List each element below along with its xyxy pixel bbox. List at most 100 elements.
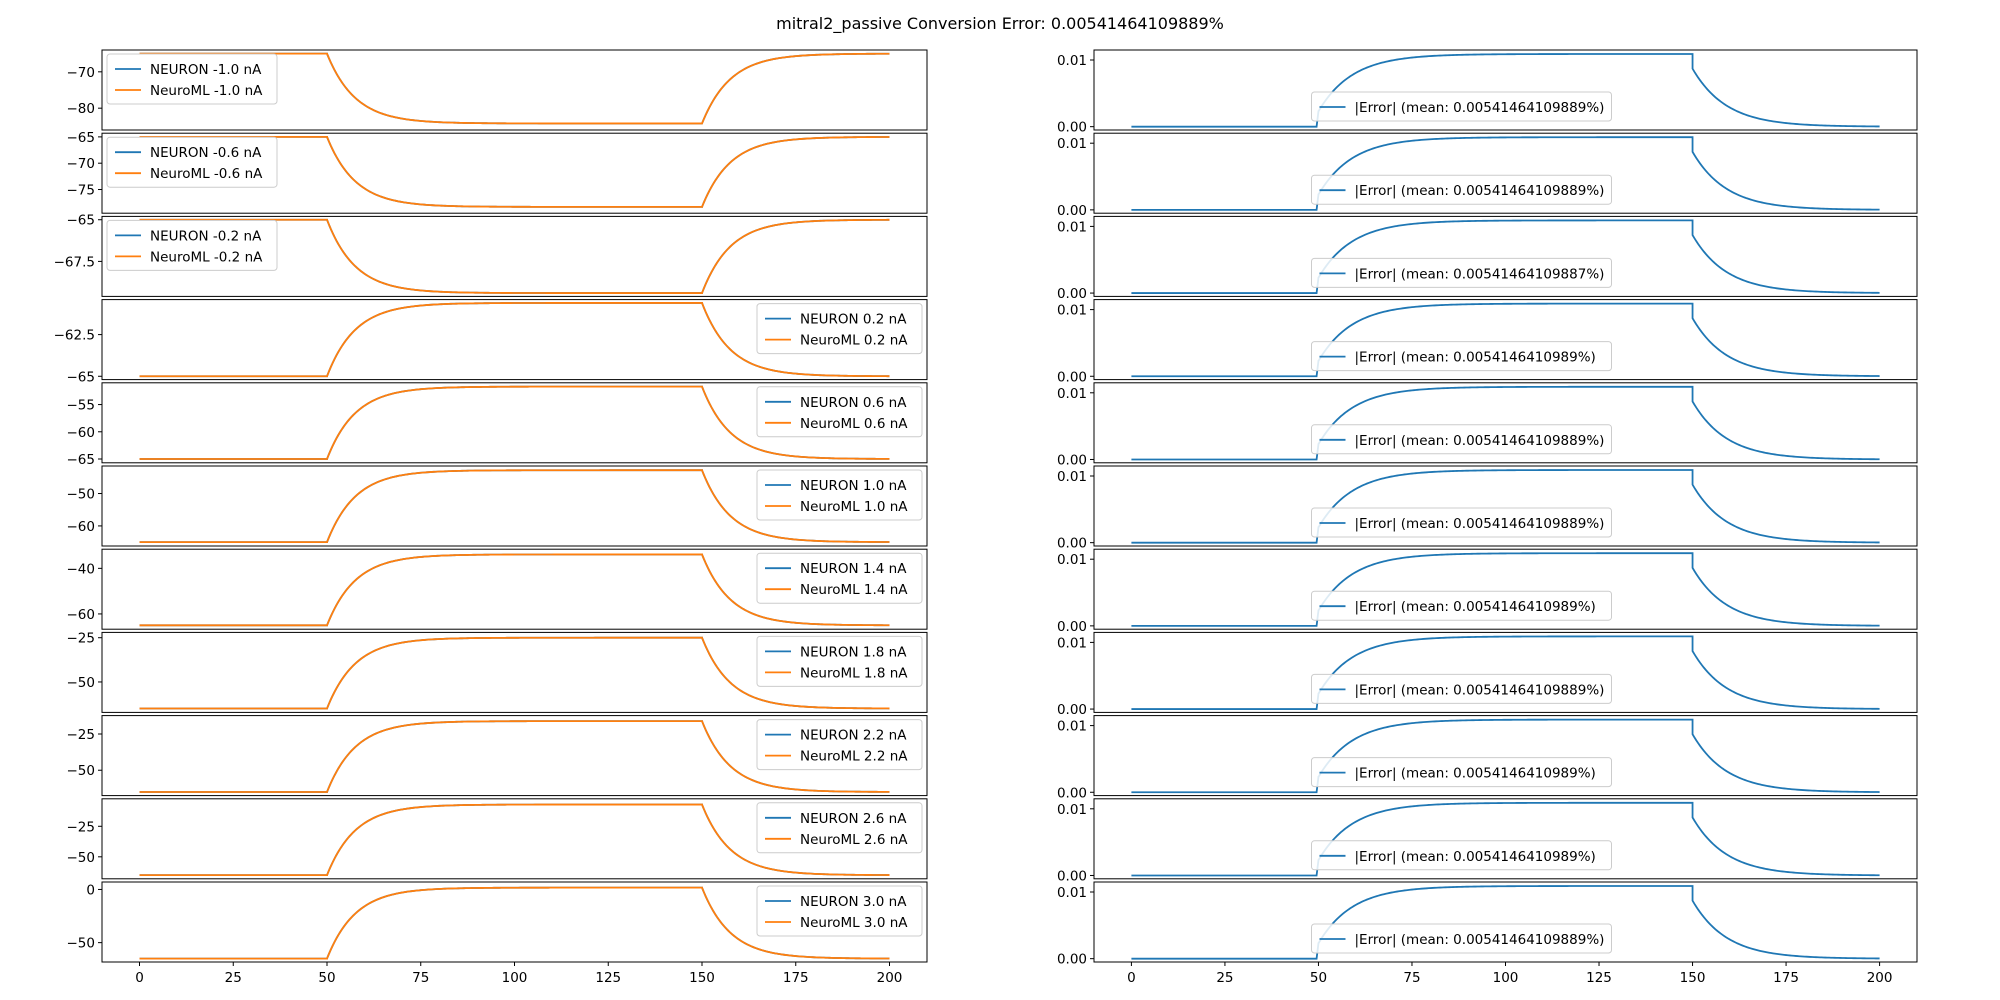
error-trace [1131, 635, 1880, 710]
voltage-panel-ytick-label: −55 [67, 398, 96, 414]
voltage-panel-frame [101, 548, 928, 630]
error-panel-3: 0.00 0.01 |Error| (mean: 0.00541464109887%… [1057, 215, 1918, 302]
voltage-panel-xtick-label: 0 [135, 970, 144, 986]
error-panel-ytick-label: 0.01 [1057, 303, 1087, 319]
voltage-panel-ytick-label: 0 [86, 882, 95, 898]
error-panel-xtick-label: 150 [1680, 970, 1706, 986]
error-panel-legend-box [1311, 673, 1612, 704]
error-panel-legend-box [1311, 923, 1612, 954]
voltage-panel-ytick-label: −75 [67, 183, 96, 199]
error-panel-ytick-label: 0.00 [1057, 619, 1087, 635]
error-panel-ytick-label: 0.01 [1057, 219, 1087, 235]
neuroml-trace [139, 385, 890, 460]
voltage-panel-ytick-label: −67.5 [54, 254, 95, 270]
voltage-panel-legend-label: NeuroML 2.6 nA [800, 832, 908, 848]
error-panel-frame [1093, 132, 1918, 214]
voltage-panel-ytick-label: −25 [67, 727, 96, 743]
voltage-panel-ytick-label: −40 [67, 561, 96, 577]
voltage-panel-legend-label: NeuroML 1.8 nA [800, 665, 908, 681]
voltage-panel-ytick-label: −60 [67, 425, 96, 441]
error-panel-frame [1093, 715, 1918, 797]
voltage-panel-frame [101, 132, 928, 214]
voltage-panel-xtick-label: 175 [783, 970, 809, 986]
voltage-panel-xtick-label: 150 [689, 970, 715, 986]
error-panel-frame [1093, 49, 1918, 131]
error-panel-xtick-label: 200 [1867, 970, 1893, 986]
voltage-panel-legend-label: NEURON -0.2 nA [150, 228, 262, 244]
voltage-panel-legend-label: NEURON 1.4 nA [800, 561, 907, 577]
error-panel-legend-label: |Error| (mean: 0.00541464109887%) [1355, 266, 1605, 282]
voltage-panel-legend-label: NEURON 2.6 nA [800, 811, 907, 827]
voltage-panel-ytick-label: −65 [67, 213, 96, 229]
voltage-panel-frame [101, 715, 928, 797]
voltage-panel-ytick-label: −65 [67, 130, 96, 146]
neuroml-trace [139, 803, 890, 877]
voltage-panel-legend-box [106, 53, 278, 105]
voltage-panel-legend-label: NEURON 2.2 nA [800, 728, 907, 744]
voltage-panel-legend-box [756, 802, 923, 854]
voltage-panel-frame [101, 631, 928, 713]
error-panel-legend-label: |Error| (mean: 0.00541464109889%) [1355, 516, 1605, 532]
error-panel-ytick-label: 0.01 [1057, 469, 1087, 485]
error-panel-legend-box [1311, 424, 1612, 455]
error-panel-frame [1093, 299, 1918, 381]
voltage-panel-legend-label: NeuroML 1.0 nA [800, 499, 908, 515]
error-panel-ytick-label: 0.00 [1057, 536, 1087, 552]
voltage-panel-legend-label: NEURON 0.2 nA [800, 312, 907, 328]
voltage-panel-frame [101, 798, 928, 880]
neuroml-trace [139, 302, 890, 378]
error-panel-9: 0.00 0.01 |Error| (mean: 0.0054146410989%) [1057, 715, 1918, 801]
error-panel-legend-label: |Error| (mean: 0.0054146410989%) [1355, 599, 1596, 615]
error-panel-legend-box [1311, 590, 1612, 621]
error-panel-legend-label: |Error| (mean: 0.0054146410989%) [1355, 766, 1596, 782]
error-panel-ytick-label: 0.00 [1057, 952, 1087, 968]
voltage-panel-xtick-label: 75 [412, 970, 429, 986]
error-panel-ytick-label: 0.00 [1057, 203, 1087, 219]
error-panel-ytick-label: 0.00 [1057, 286, 1087, 302]
voltage-panel-3: −65 −67.5 NEURON -0.2 nA NeuroML -0.2 nA [54, 213, 928, 297]
voltage-panel-ytick-label: −65 [67, 369, 96, 385]
error-panel-legend-label: |Error| (mean: 0.00541464109889%) [1355, 433, 1605, 449]
error-panel-1: 0.00 0.01 |Error| (mean: 0.00541464109889%… [1057, 49, 1918, 136]
voltage-panel-legend-label: NeuroML 0.6 nA [800, 416, 908, 432]
voltage-panel-9: −25 −50 NEURON 2.2 nA NeuroML 2.2 nA [67, 715, 928, 797]
voltage-panel-legend-box [756, 635, 923, 687]
voltage-panel-legend-box [756, 469, 923, 521]
voltage-panel-legend-label: NEURON 1.8 nA [800, 644, 907, 660]
error-panel-ytick-label: 0.01 [1057, 552, 1087, 568]
voltage-panel-frame [101, 215, 928, 297]
error-panel-ytick-label: 0.01 [1057, 136, 1087, 152]
error-panel-legend-box [1311, 91, 1612, 122]
error-panel-frame [1093, 548, 1918, 630]
voltage-panel-ytick-label: −60 [67, 607, 96, 623]
error-panel-5: 0.00 0.01 |Error| (mean: 0.00541464109889%… [1057, 382, 1918, 468]
neuroml-trace [139, 886, 890, 960]
neuroml-trace [139, 636, 890, 710]
error-panel-ytick-label: 0.01 [1057, 386, 1087, 402]
error-panel-xtick-label: 25 [1216, 970, 1233, 986]
error-trace [1131, 302, 1880, 378]
voltage-panel-legend-label: NEURON -1.0 nA [150, 62, 262, 78]
error-trace [1131, 385, 1880, 461]
voltage-panel-legend-label: NEURON 0.6 nA [800, 395, 907, 411]
error-panel-7: 0.00 0.01 |Error| (mean: 0.0054146410989%) [1057, 548, 1918, 635]
error-panel-ytick-label: 0.01 [1057, 635, 1087, 651]
error-trace [1131, 552, 1880, 627]
error-panel-legend-box [1311, 757, 1612, 788]
error-trace [1131, 885, 1880, 960]
voltage-panel-2: −65 −70 −75 NEURON -0.6 nA NeuroML -0.6 nA [67, 130, 928, 214]
voltage-panel-frame [101, 49, 928, 131]
voltage-panel-ytick-label: −70 [67, 156, 96, 172]
neuroml-trace [139, 553, 890, 627]
voltage-panel-ytick-label: −50 [67, 763, 96, 779]
error-panel-ytick-label: 0.00 [1057, 868, 1087, 884]
error-panel-legend-box [1311, 174, 1612, 205]
error-panel-legend-label: |Error| (mean: 0.00541464109889%) [1355, 183, 1605, 199]
error-panel-legend-label: |Error| (mean: 0.0054146410989%) [1355, 350, 1596, 366]
voltage-panel-ytick-label: −25 [67, 631, 96, 647]
error-panel-legend-label: |Error| (mean: 0.00541464109889%) [1355, 100, 1605, 116]
error-trace [1131, 469, 1880, 544]
error-panel-xtick-label: 100 [1493, 970, 1519, 986]
voltage-panel-ytick-label: −70 [67, 65, 96, 81]
